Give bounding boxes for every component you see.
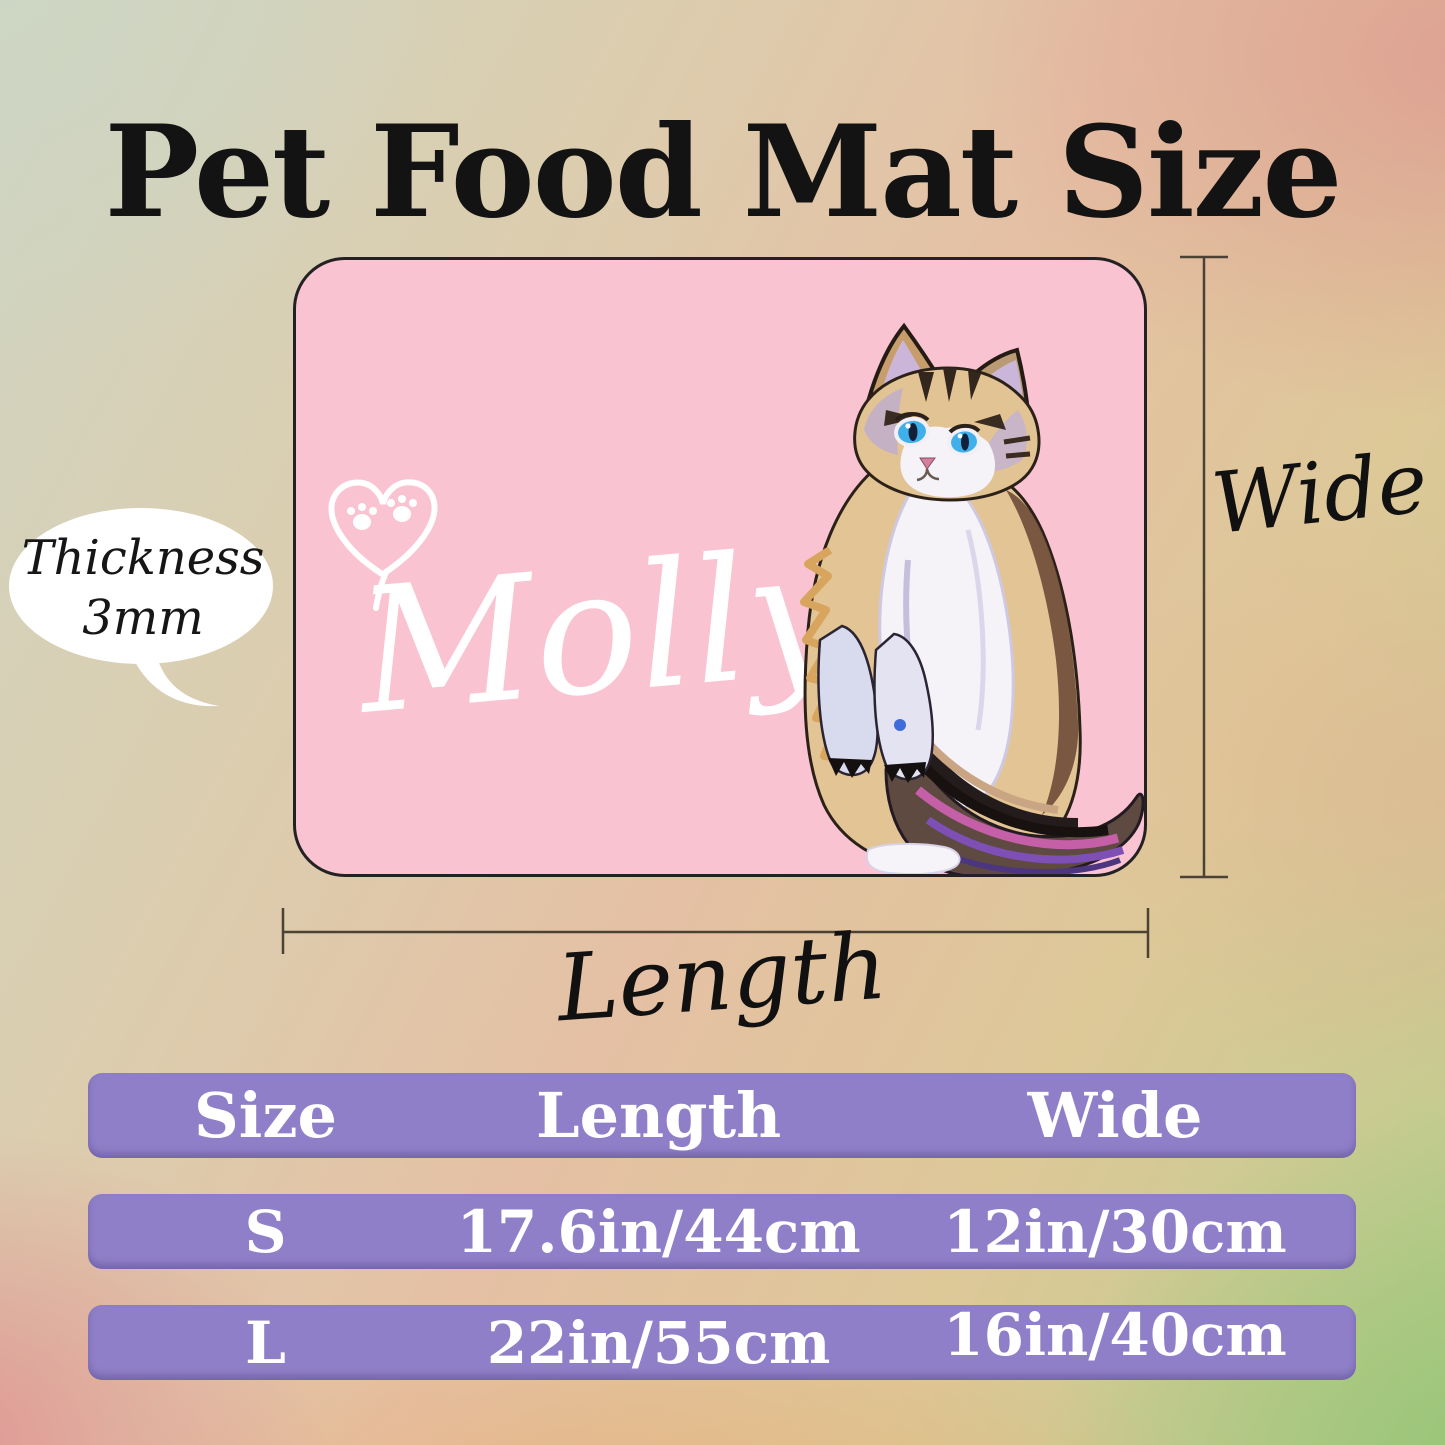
paw-print-icon — [347, 495, 417, 530]
table-row: L 22in/55cm 16in/40cm — [88, 1301, 1356, 1380]
speech-bubble-icon — [9, 508, 273, 707]
table-row: S 17.6in/44cm 12in/30cm — [88, 1194, 1356, 1269]
longhair-cat-illustration — [800, 322, 1144, 874]
page-title: Pet Food Mat Size — [104, 98, 1343, 247]
cell-size-s: S — [244, 1197, 287, 1266]
header-cell-size: Size — [194, 1079, 337, 1152]
cell-length-s: 17.6in/44cm — [456, 1197, 861, 1266]
cell-size-l: L — [245, 1308, 286, 1377]
cat-front-paws — [817, 624, 934, 783]
header-cell-length: Length — [535, 1079, 782, 1152]
header-cell-wide: Wide — [1027, 1079, 1203, 1152]
cell-wide-s: 12in/30cm — [943, 1197, 1287, 1266]
cat-head — [853, 322, 1041, 502]
cell-wide-l: 16in/40cm — [943, 1300, 1287, 1369]
cell-length-l: 22in/55cm — [486, 1308, 831, 1377]
table-header-row: Size Length Wide — [88, 1073, 1356, 1158]
thickness-label: Thickness — [21, 530, 265, 586]
thickness-value: 3mm — [82, 590, 204, 646]
heart-with-paw-prints-icon — [328, 479, 438, 611]
pet-food-mat: Molly — [293, 257, 1147, 877]
cat-eyes — [894, 412, 981, 457]
